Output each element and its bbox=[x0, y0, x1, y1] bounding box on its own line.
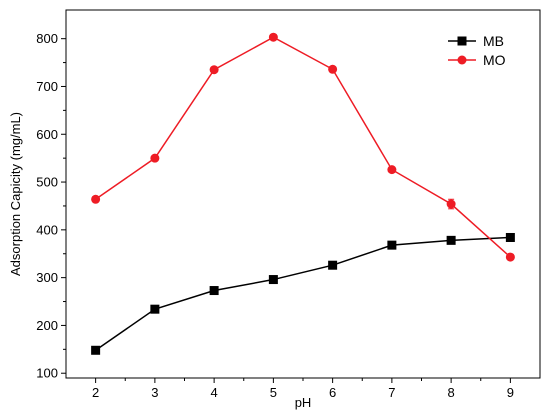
y-axis: 100 200 300 400 500 600 700 800 bbox=[36, 31, 66, 381]
x-tick-label: 4 bbox=[211, 385, 218, 400]
data-point bbox=[268, 32, 278, 42]
y-tick-label: 200 bbox=[36, 318, 58, 333]
data-point bbox=[209, 286, 219, 296]
x-tick-label: 7 bbox=[388, 385, 395, 400]
data-point bbox=[91, 194, 101, 204]
x-axis-label: pH bbox=[295, 395, 312, 410]
x-tick-label: 9 bbox=[507, 385, 514, 400]
data-point bbox=[150, 304, 160, 314]
legend-marker bbox=[457, 36, 467, 46]
data-point bbox=[209, 65, 219, 75]
x-tick-label: 8 bbox=[448, 385, 455, 400]
data-point bbox=[328, 260, 338, 270]
series-mb bbox=[91, 232, 515, 355]
plot-frame bbox=[65, 9, 541, 379]
data-point bbox=[446, 235, 456, 245]
data-point bbox=[446, 199, 456, 209]
legend-item-mo: MO bbox=[448, 52, 506, 68]
series-line bbox=[95, 36, 511, 258]
legend-item-mb: MB bbox=[448, 33, 504, 49]
data-point bbox=[387, 240, 397, 250]
y-axis-label: Adsorption Capicity (mg/mL) bbox=[8, 112, 23, 276]
data-point bbox=[328, 64, 338, 74]
series-line bbox=[95, 236, 511, 351]
y-tick-label: 800 bbox=[36, 31, 58, 46]
series-layer bbox=[91, 32, 515, 355]
data-point bbox=[505, 232, 515, 242]
y-tick-label: 500 bbox=[36, 175, 58, 190]
series-mo bbox=[91, 32, 515, 262]
data-point bbox=[505, 252, 515, 262]
y-tick-label: 600 bbox=[36, 127, 58, 142]
x-tick-label: 2 bbox=[92, 385, 99, 400]
x-tick-label: 5 bbox=[270, 385, 277, 400]
y-tick-label: 300 bbox=[36, 270, 58, 285]
x-axis: 2 3 4 5 6 7 8 9 bbox=[92, 378, 514, 400]
legend-label: MO bbox=[483, 52, 506, 68]
data-point bbox=[91, 345, 101, 355]
x-tick-label: 6 bbox=[329, 385, 336, 400]
legend-label: MB bbox=[483, 33, 504, 49]
y-tick-label: 400 bbox=[36, 222, 58, 237]
legend: MB MO bbox=[448, 33, 506, 68]
x-tick-label: 3 bbox=[151, 385, 158, 400]
data-point bbox=[150, 153, 160, 163]
legend-marker bbox=[457, 55, 467, 65]
y-tick-label: 700 bbox=[36, 79, 58, 94]
data-point bbox=[268, 275, 278, 285]
y-tick-label: 100 bbox=[36, 366, 58, 381]
data-point bbox=[387, 165, 397, 175]
